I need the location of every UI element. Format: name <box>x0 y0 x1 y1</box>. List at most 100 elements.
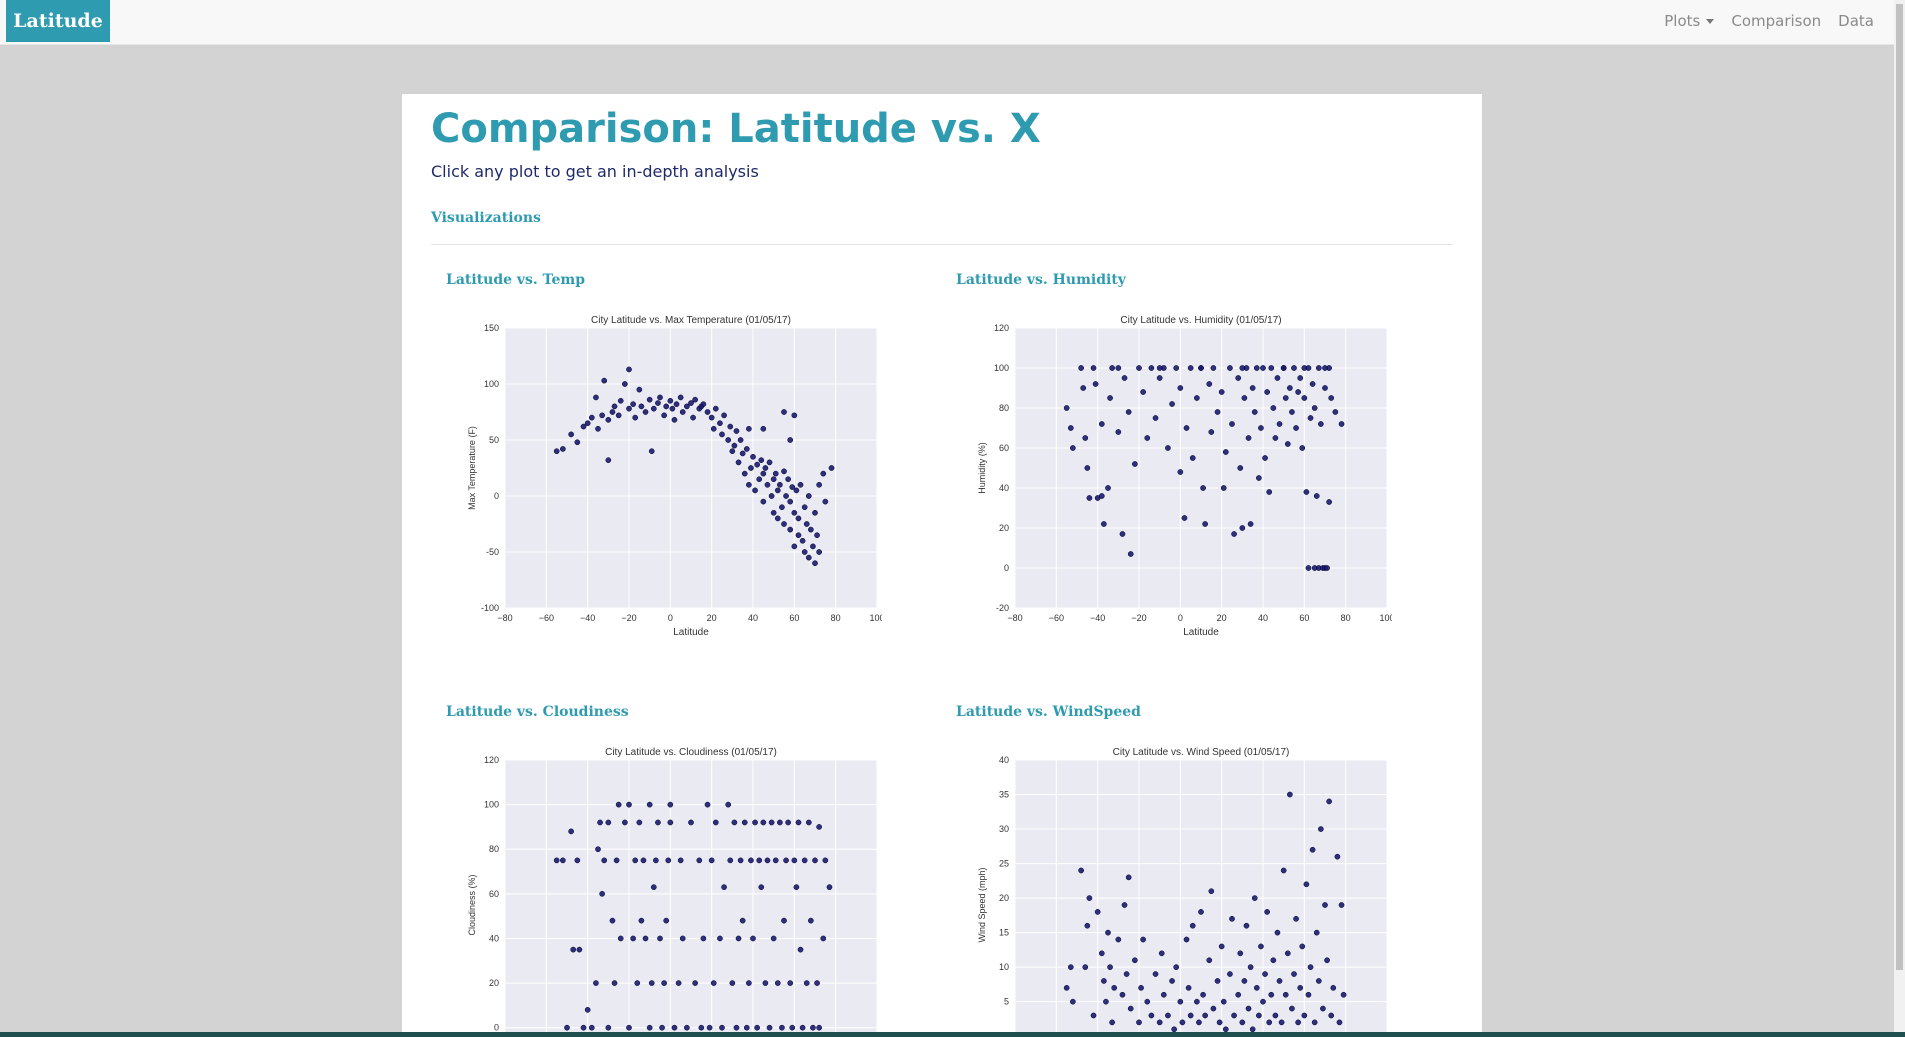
scatter-point <box>756 476 763 483</box>
x-tick-label: −20 <box>1131 613 1146 623</box>
cloudiness-scatter-chart[interactable]: 0 20 40 60 80 100 120 City Latitude vs. Cloudin… <box>462 742 882 1032</box>
scatter-point <box>1144 435 1151 441</box>
scatter-point <box>822 857 829 864</box>
scatter-point <box>783 493 789 499</box>
scatter-point <box>1282 395 1289 401</box>
scatter-point <box>812 509 818 516</box>
y-tick-label: 0 <box>494 491 499 501</box>
humidity-scatter-chart[interactable]: -20 0 20 40 60 80 100 120 −80 −60 −40 −20 0 20 40 60 80 1… <box>972 310 1392 640</box>
scatter-point <box>1152 971 1159 977</box>
scatter-point <box>1237 465 1244 471</box>
plot-heading-cloudiness[interactable]: Latitude vs. Cloudiness <box>446 704 629 720</box>
scatter-point <box>774 980 781 986</box>
x-tick-label: 80 <box>1341 613 1351 623</box>
scatter-point <box>1115 429 1122 435</box>
y-tick-label: 80 <box>999 403 1009 413</box>
scatter-point <box>1127 1005 1134 1012</box>
windspeed-scatter-chart[interactable]: 0 5 10 15 20 25 30 35 40 City Latitude vs. Wind S… <box>972 742 1392 1032</box>
scatter-point <box>762 465 769 471</box>
scatter-point <box>1220 485 1227 491</box>
brand-link[interactable]: Latitude <box>6 0 110 42</box>
scatter-point <box>1140 936 1146 943</box>
scatter-point <box>1132 461 1138 467</box>
scatter-point <box>1080 385 1087 391</box>
scatter-point <box>812 857 818 864</box>
plot-cloudiness[interactable]: 0 20 40 60 80 100 120 City Latitude vs. Cloudin… <box>462 742 882 1032</box>
scatter-point <box>739 917 746 924</box>
scatter-point <box>1243 922 1250 929</box>
scatter-point <box>733 1024 740 1031</box>
plot-temp[interactable]: -100 -50 0 50 100 150 −80 −60 −40 −20 0 20 40 60 80 100… <box>462 310 882 640</box>
scatter-point <box>777 819 783 826</box>
scatter-point <box>1196 1019 1202 1026</box>
scatter-point <box>1127 551 1134 557</box>
scatter-point <box>708 414 715 421</box>
nav-comparison-link[interactable]: Comparison <box>1731 12 1822 30</box>
scatter-point <box>622 819 628 826</box>
scatter-point <box>808 917 814 924</box>
scatter-point <box>1245 1005 1252 1012</box>
y-tick-label: -50 <box>486 547 499 557</box>
scatter-point <box>729 448 736 455</box>
scatter-point <box>743 1024 750 1031</box>
scatter-point <box>1330 985 1337 991</box>
plot-humidity[interactable]: -20 0 20 40 60 80 100 120 −80 −60 −40 −20 0 20 40 60 80 1… <box>972 310 1392 640</box>
y-axis-label: Cloudiness (%) <box>467 874 477 935</box>
scatter-point <box>657 935 663 942</box>
scatter-point <box>1148 1012 1155 1019</box>
scatter-point <box>599 890 605 897</box>
scatter-point <box>1210 365 1217 371</box>
scrollbar[interactable] <box>1894 0 1905 1032</box>
scatter-point <box>706 1024 713 1031</box>
plot-windspeed[interactable]: 0 5 10 15 20 25 30 35 40 City Latitude vs. Wind S… <box>972 742 1392 1032</box>
temp-scatter-chart[interactable]: -100 -50 0 50 100 150 −80 −60 −40 −20 0 20 40 60 80 100… <box>462 310 882 640</box>
scatter-point <box>1264 389 1270 395</box>
scatter-point <box>1249 1026 1256 1032</box>
scatter-point <box>1289 1005 1295 1012</box>
x-tick-label: −60 <box>1049 613 1064 623</box>
nav-data-link[interactable]: Data <box>1838 12 1874 30</box>
scatter-point <box>642 409 649 415</box>
scatter-point <box>770 509 777 516</box>
scatter-point <box>636 819 643 826</box>
scatter-point <box>781 409 787 415</box>
scatter-point <box>816 824 822 830</box>
nav-plots-label: Plots <box>1664 12 1701 30</box>
plot-heading-windspeed[interactable]: Latitude vs. WindSpeed <box>956 704 1141 720</box>
scatter-point <box>1082 435 1089 441</box>
scatter-point <box>1070 998 1076 1005</box>
scatter-point <box>1198 909 1204 915</box>
y-tick-label: 100 <box>484 379 499 389</box>
chart-title: City Latitude vs. Cloudiness (01/05/17) <box>605 747 777 758</box>
y-tick-label: 5 <box>1004 997 1009 1007</box>
scatter-point <box>1307 964 1314 970</box>
scatter-point <box>1200 485 1206 491</box>
scatter-point <box>595 425 601 432</box>
scatter-point <box>599 412 605 419</box>
scatter-point <box>1101 978 1107 984</box>
scatter-point <box>688 819 694 826</box>
plot-heading-temp[interactable]: Latitude vs. Temp <box>446 272 586 288</box>
scatter-point <box>1187 365 1194 371</box>
scatter-point <box>1181 515 1188 521</box>
scatter-point <box>700 401 707 408</box>
scatter-point <box>1144 998 1151 1005</box>
scroll-thumb[interactable] <box>1896 4 1903 970</box>
scatter-point <box>717 420 723 427</box>
scatter-point <box>756 857 763 864</box>
scatter-point <box>737 857 744 864</box>
scatter-point <box>1324 565 1330 571</box>
scatter-point <box>1328 395 1335 401</box>
plot-heading-humidity[interactable]: Latitude vs. Humidity <box>956 272 1126 288</box>
nav-plots-dropdown[interactable]: Plots <box>1664 12 1715 30</box>
scatter-point <box>814 532 820 539</box>
scatter-point <box>795 515 802 522</box>
scatter-point <box>655 400 661 406</box>
scatter-point <box>1078 867 1084 874</box>
scatter-point <box>1208 429 1215 435</box>
scatter-point <box>752 819 758 826</box>
scatter-point <box>1121 902 1128 908</box>
scatter-point <box>1156 375 1163 381</box>
scatter-point <box>758 457 765 464</box>
scatter-point <box>704 801 711 808</box>
